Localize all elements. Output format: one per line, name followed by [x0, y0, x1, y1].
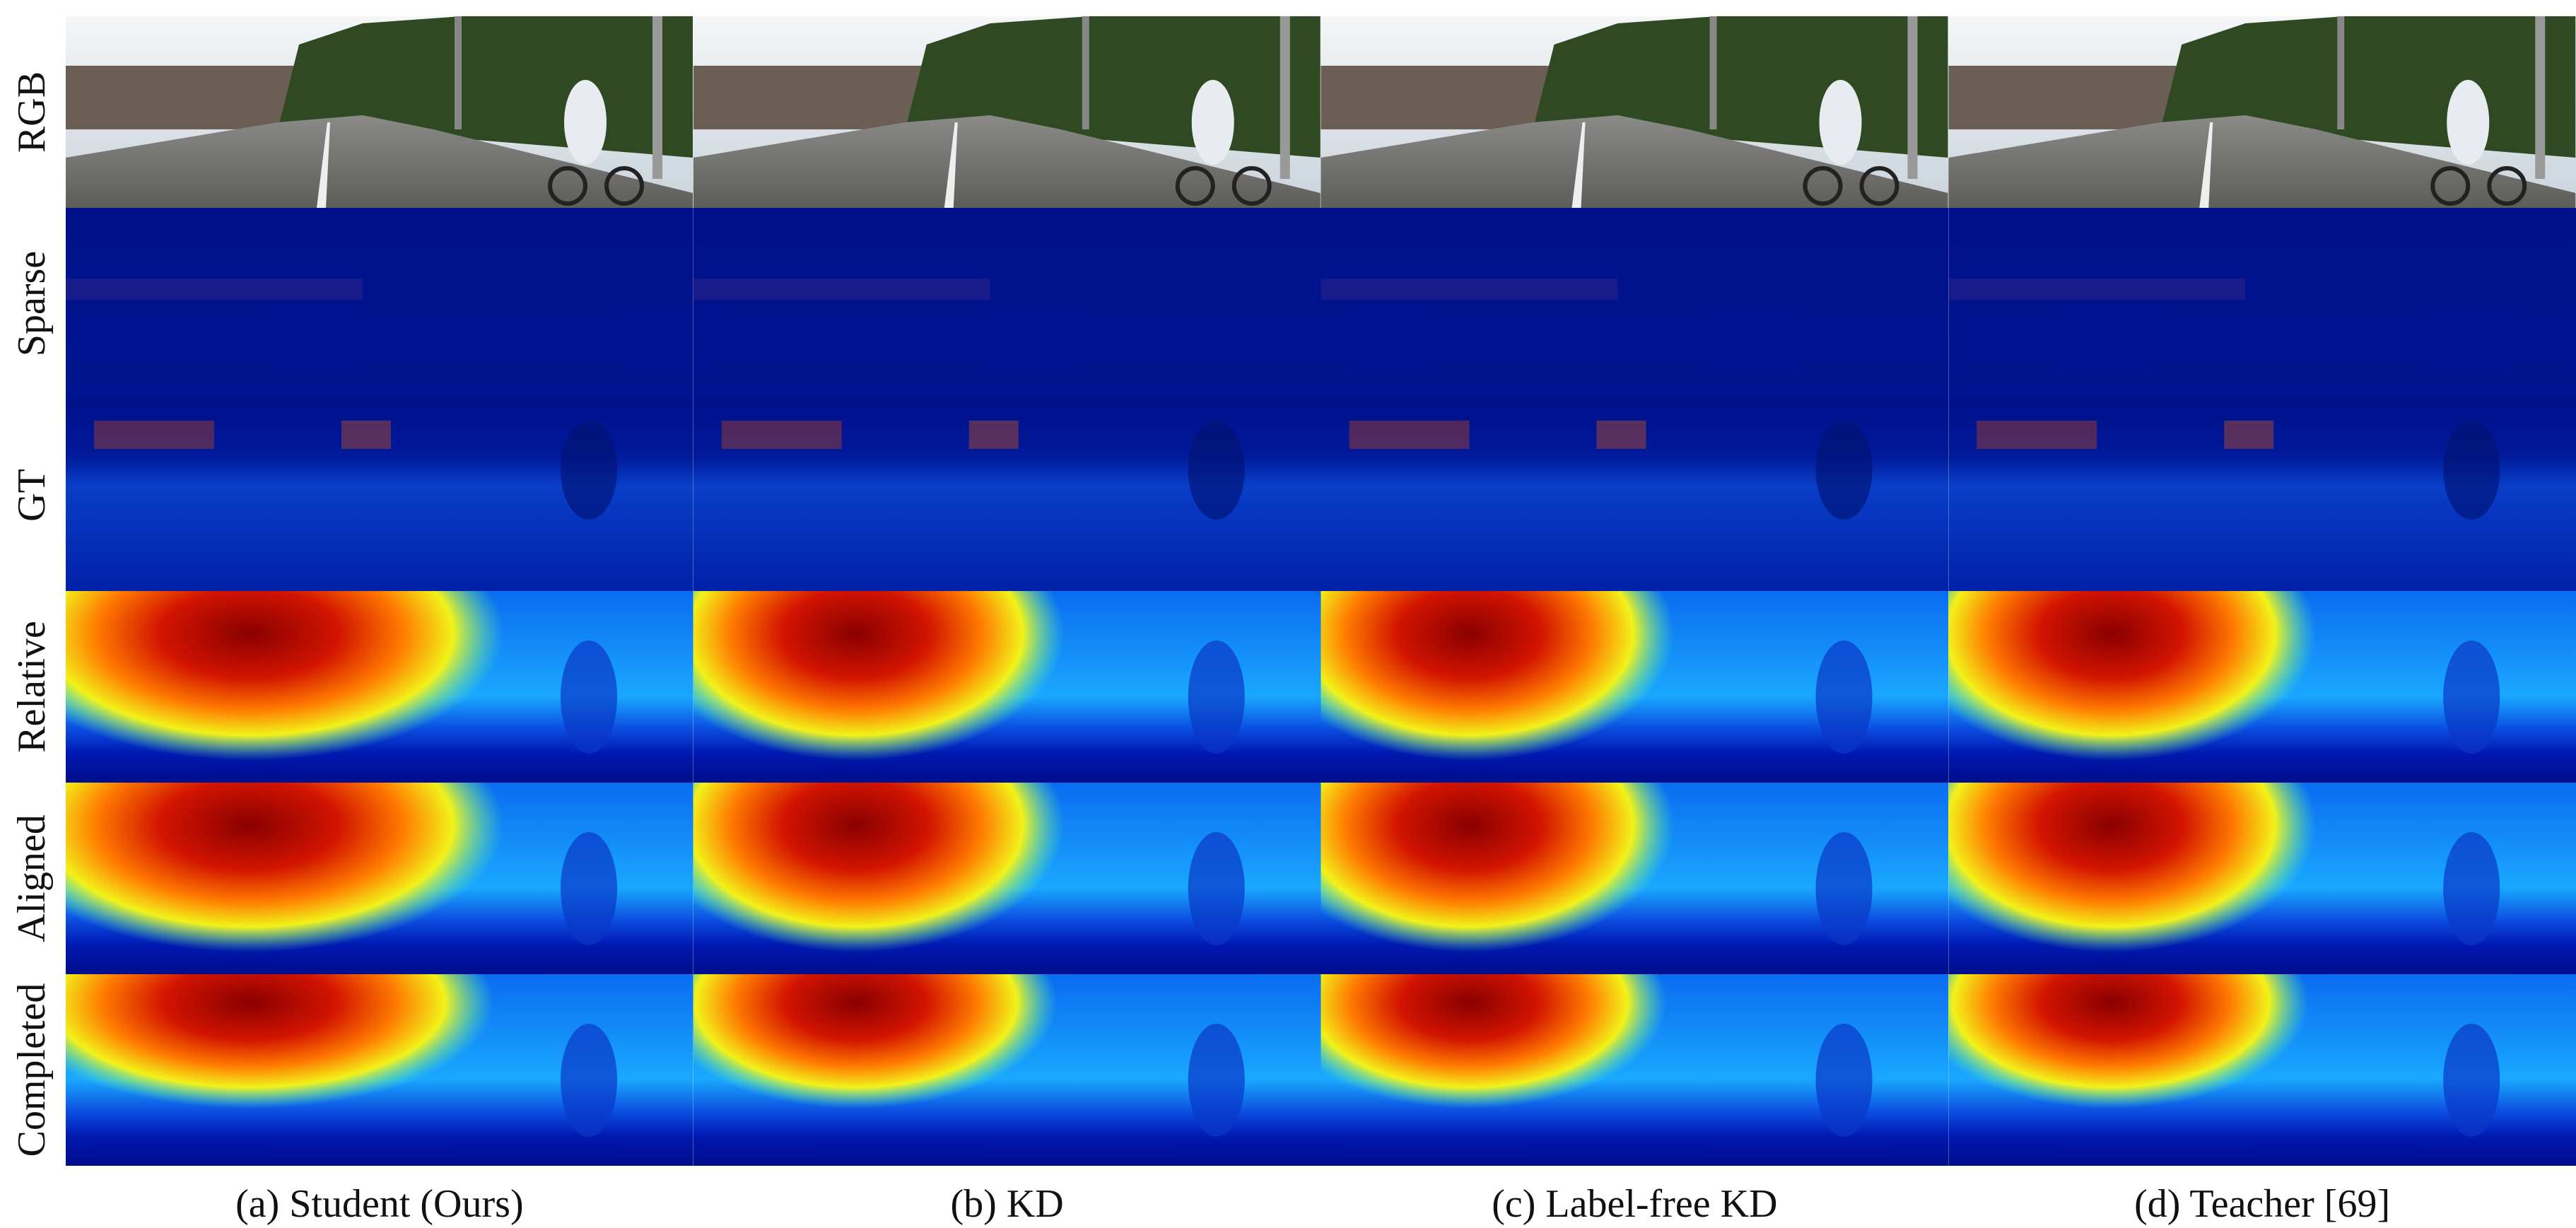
gt-points [2224, 421, 2273, 449]
column-caption: (c) Label-free KD [1492, 1182, 1777, 1226]
pole [1908, 16, 1918, 179]
cyclist [1820, 80, 1862, 165]
gt-shadow [2443, 421, 2500, 520]
cyclist-depth [1816, 832, 1873, 945]
row-label: Completed [10, 983, 54, 1157]
sparse-points [693, 279, 990, 300]
sparse-map [1948, 208, 2576, 399]
image-grid [0, 16, 2576, 1166]
sparse-points [66, 279, 363, 300]
cyclist-depth [2443, 641, 2500, 754]
gt-points [722, 421, 842, 449]
cyclist-depth [561, 641, 617, 754]
figure: RGB Sparse GT Relative Aligned Completed (a) S… [0, 0, 2576, 1228]
pole [1710, 16, 1717, 129]
pole [2535, 16, 2545, 179]
gt-shadow [1188, 421, 1245, 520]
sparse-points [1948, 279, 2245, 300]
image-cell [693, 399, 1321, 591]
column-caption: (b) KD [951, 1182, 1064, 1226]
image-cell [1321, 399, 1949, 591]
image-cell [1948, 16, 2576, 208]
pole [1280, 16, 1290, 179]
sparse-map [693, 208, 1321, 399]
image-cell [693, 208, 1321, 399]
cyclist [2447, 80, 2489, 165]
pole [455, 16, 462, 129]
column-caption: (d) Teacher [69] [2134, 1182, 2390, 1226]
gt-shadow [561, 421, 617, 520]
gt-points [969, 421, 1019, 449]
buildings [1321, 66, 1555, 129]
pole [1082, 16, 1089, 129]
row-label: RGB [10, 71, 54, 153]
gt-points [94, 421, 214, 449]
image-cell [66, 16, 693, 208]
cyclist-depth [1816, 1024, 1873, 1137]
gt-shadow [1816, 421, 1873, 520]
image-cell [66, 208, 693, 399]
cyclist [1192, 80, 1234, 165]
image-cell [693, 16, 1321, 208]
pole [652, 16, 662, 179]
cyclist-depth [2443, 832, 2500, 945]
cyclist-depth [561, 1024, 617, 1137]
image-cell [1321, 16, 1949, 208]
cyclist-depth [1188, 641, 1245, 754]
cyclist [564, 80, 607, 165]
row-label: Aligned [10, 814, 54, 942]
row-label: Relative [10, 621, 54, 753]
image-cell [66, 399, 693, 591]
buildings [66, 66, 299, 129]
gt-points [1350, 421, 1470, 449]
sparse-map [66, 208, 693, 399]
sparse-map [1321, 208, 1949, 399]
cyclist-depth [561, 832, 617, 945]
sparse-points [1321, 279, 1618, 300]
cyclist-depth [1816, 641, 1873, 754]
gt-points [1977, 421, 2097, 449]
buildings [693, 66, 927, 129]
image-cell [1321, 208, 1949, 399]
pole [2337, 16, 2344, 129]
cyclist-depth [1188, 832, 1245, 945]
buildings [1948, 66, 2182, 129]
gt-points [341, 421, 391, 449]
image-cell [1948, 399, 2576, 591]
cyclist-depth [2443, 1024, 2500, 1137]
image-cell [1948, 208, 2576, 399]
column-caption: (a) Student (Ours) [235, 1182, 523, 1226]
row-label: Sparse [10, 251, 54, 356]
cyclist-depth [1188, 1024, 1245, 1137]
row-label: GT [10, 469, 54, 522]
gt-points [1597, 421, 1646, 449]
